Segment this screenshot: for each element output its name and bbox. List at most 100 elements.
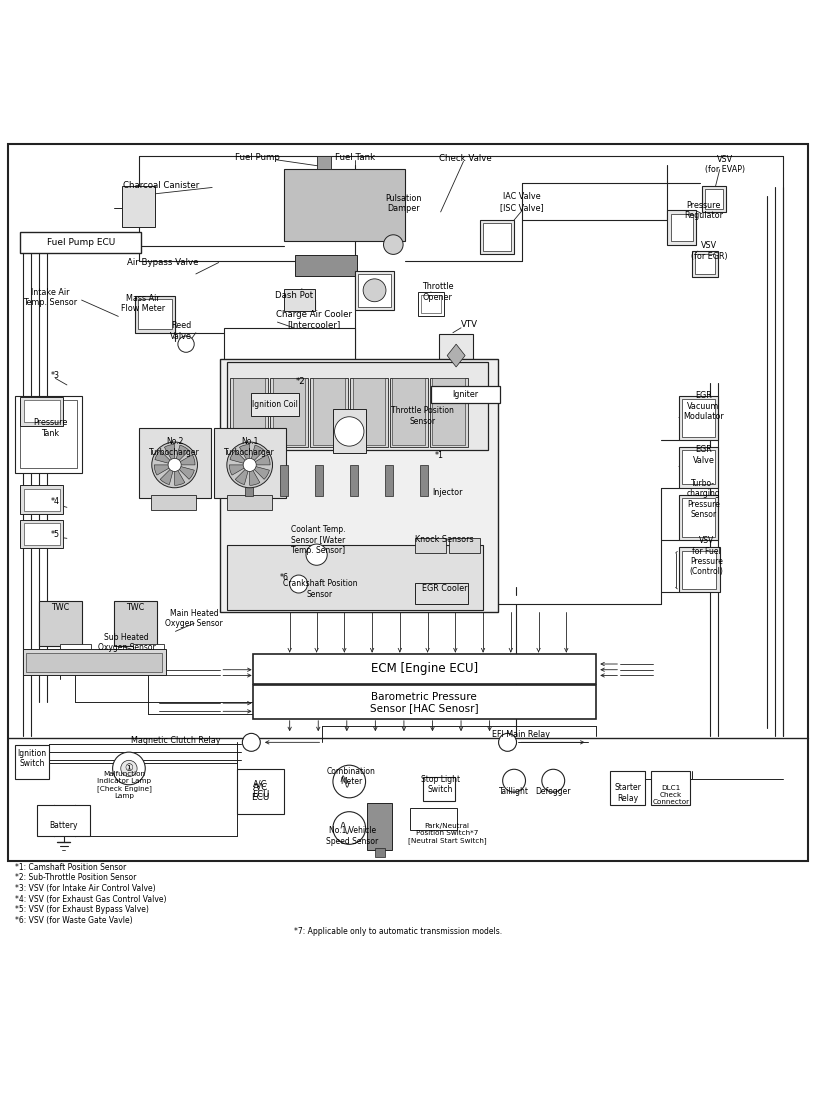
Bar [245,465,253,496]
Bar [251,393,299,416]
Bar [227,362,488,450]
Bar [695,255,715,274]
Bar [358,274,391,307]
Text: Park/Neutral
Position Switch*7
[Neutral Start Switch]: Park/Neutral Position Switch*7 [Neutral … [408,823,486,844]
Circle shape [290,575,308,593]
Bar [410,808,457,831]
Wedge shape [155,450,175,465]
Bar [295,255,357,275]
Bar [449,539,480,553]
Circle shape [499,733,517,751]
Bar [367,802,392,850]
Wedge shape [175,465,194,480]
Bar [23,649,166,675]
Text: Throttle Position
Sensor: Throttle Position Sensor [391,407,455,425]
Bar [423,777,455,801]
Text: Sub Heated
Oxygen Sensor: Sub Heated Oxygen Sensor [98,633,155,653]
Text: Defogger: Defogger [535,787,571,796]
Bar [679,548,720,592]
Bar [315,465,323,496]
Polygon shape [447,344,465,367]
Text: No.1 Vehicle
Speed Sensor: No.1 Vehicle Speed Sensor [326,826,379,846]
Circle shape [335,416,364,446]
Circle shape [242,733,260,751]
Bar [24,400,60,423]
Bar [420,465,428,496]
Wedge shape [229,465,250,475]
Bar [385,465,393,496]
Bar [133,645,164,659]
Text: Malfunction
Indicator Lamp
[Check Engine]
Lamp: Malfunction Indicator Lamp [Check Engine… [96,771,152,799]
Circle shape [333,765,366,798]
Text: Pressure
Regulator: Pressure Regulator [684,201,723,220]
Bar [220,359,498,612]
Bar [430,377,468,447]
Circle shape [113,752,145,785]
Circle shape [542,769,565,792]
Text: Fuel Pump ECU: Fuel Pump ECU [47,238,115,247]
Text: VTV: VTV [461,320,477,329]
Bar [415,539,446,553]
Circle shape [168,458,181,471]
Text: Magnetic Clutch Relay: Magnetic Clutch Relay [131,737,220,745]
Text: Charcoal Canister: Charcoal Canister [123,181,200,190]
Text: EGR
Valve: EGR Valve [693,446,714,465]
Bar [679,447,718,487]
Text: A/C
ECU: A/C ECU [251,783,269,802]
Bar [418,292,444,316]
Text: Taillight: Taillight [499,787,529,796]
Bar [230,377,268,447]
Text: *3: VSV (for Intake Air Control Valve): *3: VSV (for Intake Air Control Valve) [15,884,155,893]
Text: Barometric Pressure
Sensor [HAC Senosr]: Barometric Pressure Sensor [HAC Senosr] [370,692,479,713]
Text: *1: *1 [434,450,444,460]
Bar [114,601,157,646]
Text: A/C
ECU: A/C ECU [251,780,269,799]
Bar [20,519,63,548]
Circle shape [243,458,256,471]
Bar [350,377,388,447]
Text: Battery: Battery [50,821,78,830]
Bar [667,210,696,245]
Bar [333,409,366,454]
Text: Mass Air
Flow Meter: Mass Air Flow Meter [121,294,165,313]
Text: *5: VSV (for Exhaust Bypass Valve): *5: VSV (for Exhaust Bypass Valve) [15,905,149,914]
Text: EGR Cooler: EGR Cooler [422,585,468,593]
Bar [8,144,808,860]
Text: Pressure
Tank: Pressure Tank [33,419,68,438]
Bar [392,378,425,445]
Circle shape [384,235,403,255]
Bar [37,806,90,836]
Circle shape [121,761,137,777]
Bar [39,601,82,646]
Text: Pulsation
Damper: Pulsation Damper [386,195,422,213]
Text: *5: *5 [51,530,60,539]
Bar [483,223,511,251]
Bar [705,189,723,209]
Text: *2: Sub-Throttle Position Sensor: *2: Sub-Throttle Position Sensor [15,873,136,882]
Bar [702,186,726,212]
Bar [350,465,358,496]
Text: Igniter: Igniter [452,390,478,399]
Wedge shape [250,465,259,485]
Bar [237,769,284,814]
Text: Dash Pot: Dash Pot [275,291,313,299]
Text: Starter
Relay: Starter Relay [614,784,641,802]
Bar [20,233,141,252]
Bar [390,377,428,447]
Bar [253,685,596,719]
Bar [679,396,718,440]
Text: *7: Applicable only to automatic transmission models.: *7: Applicable only to automatic transmi… [294,927,502,936]
Circle shape [503,769,526,792]
Text: Knock Sensors: Knock Sensors [415,536,474,544]
Bar [671,213,693,242]
Text: Injector: Injector [432,489,463,497]
Bar [317,156,331,168]
Bar [135,296,175,332]
Text: No.1
Turbocharger: No.1 Turbocharger [224,437,275,457]
Wedge shape [160,465,175,484]
Circle shape [227,442,273,487]
Circle shape [152,442,197,487]
Text: IAC Valve
[ISC Valve]: IAC Valve [ISC Valve] [500,192,544,212]
Bar [480,220,514,255]
Text: *6: *6 [279,573,289,581]
